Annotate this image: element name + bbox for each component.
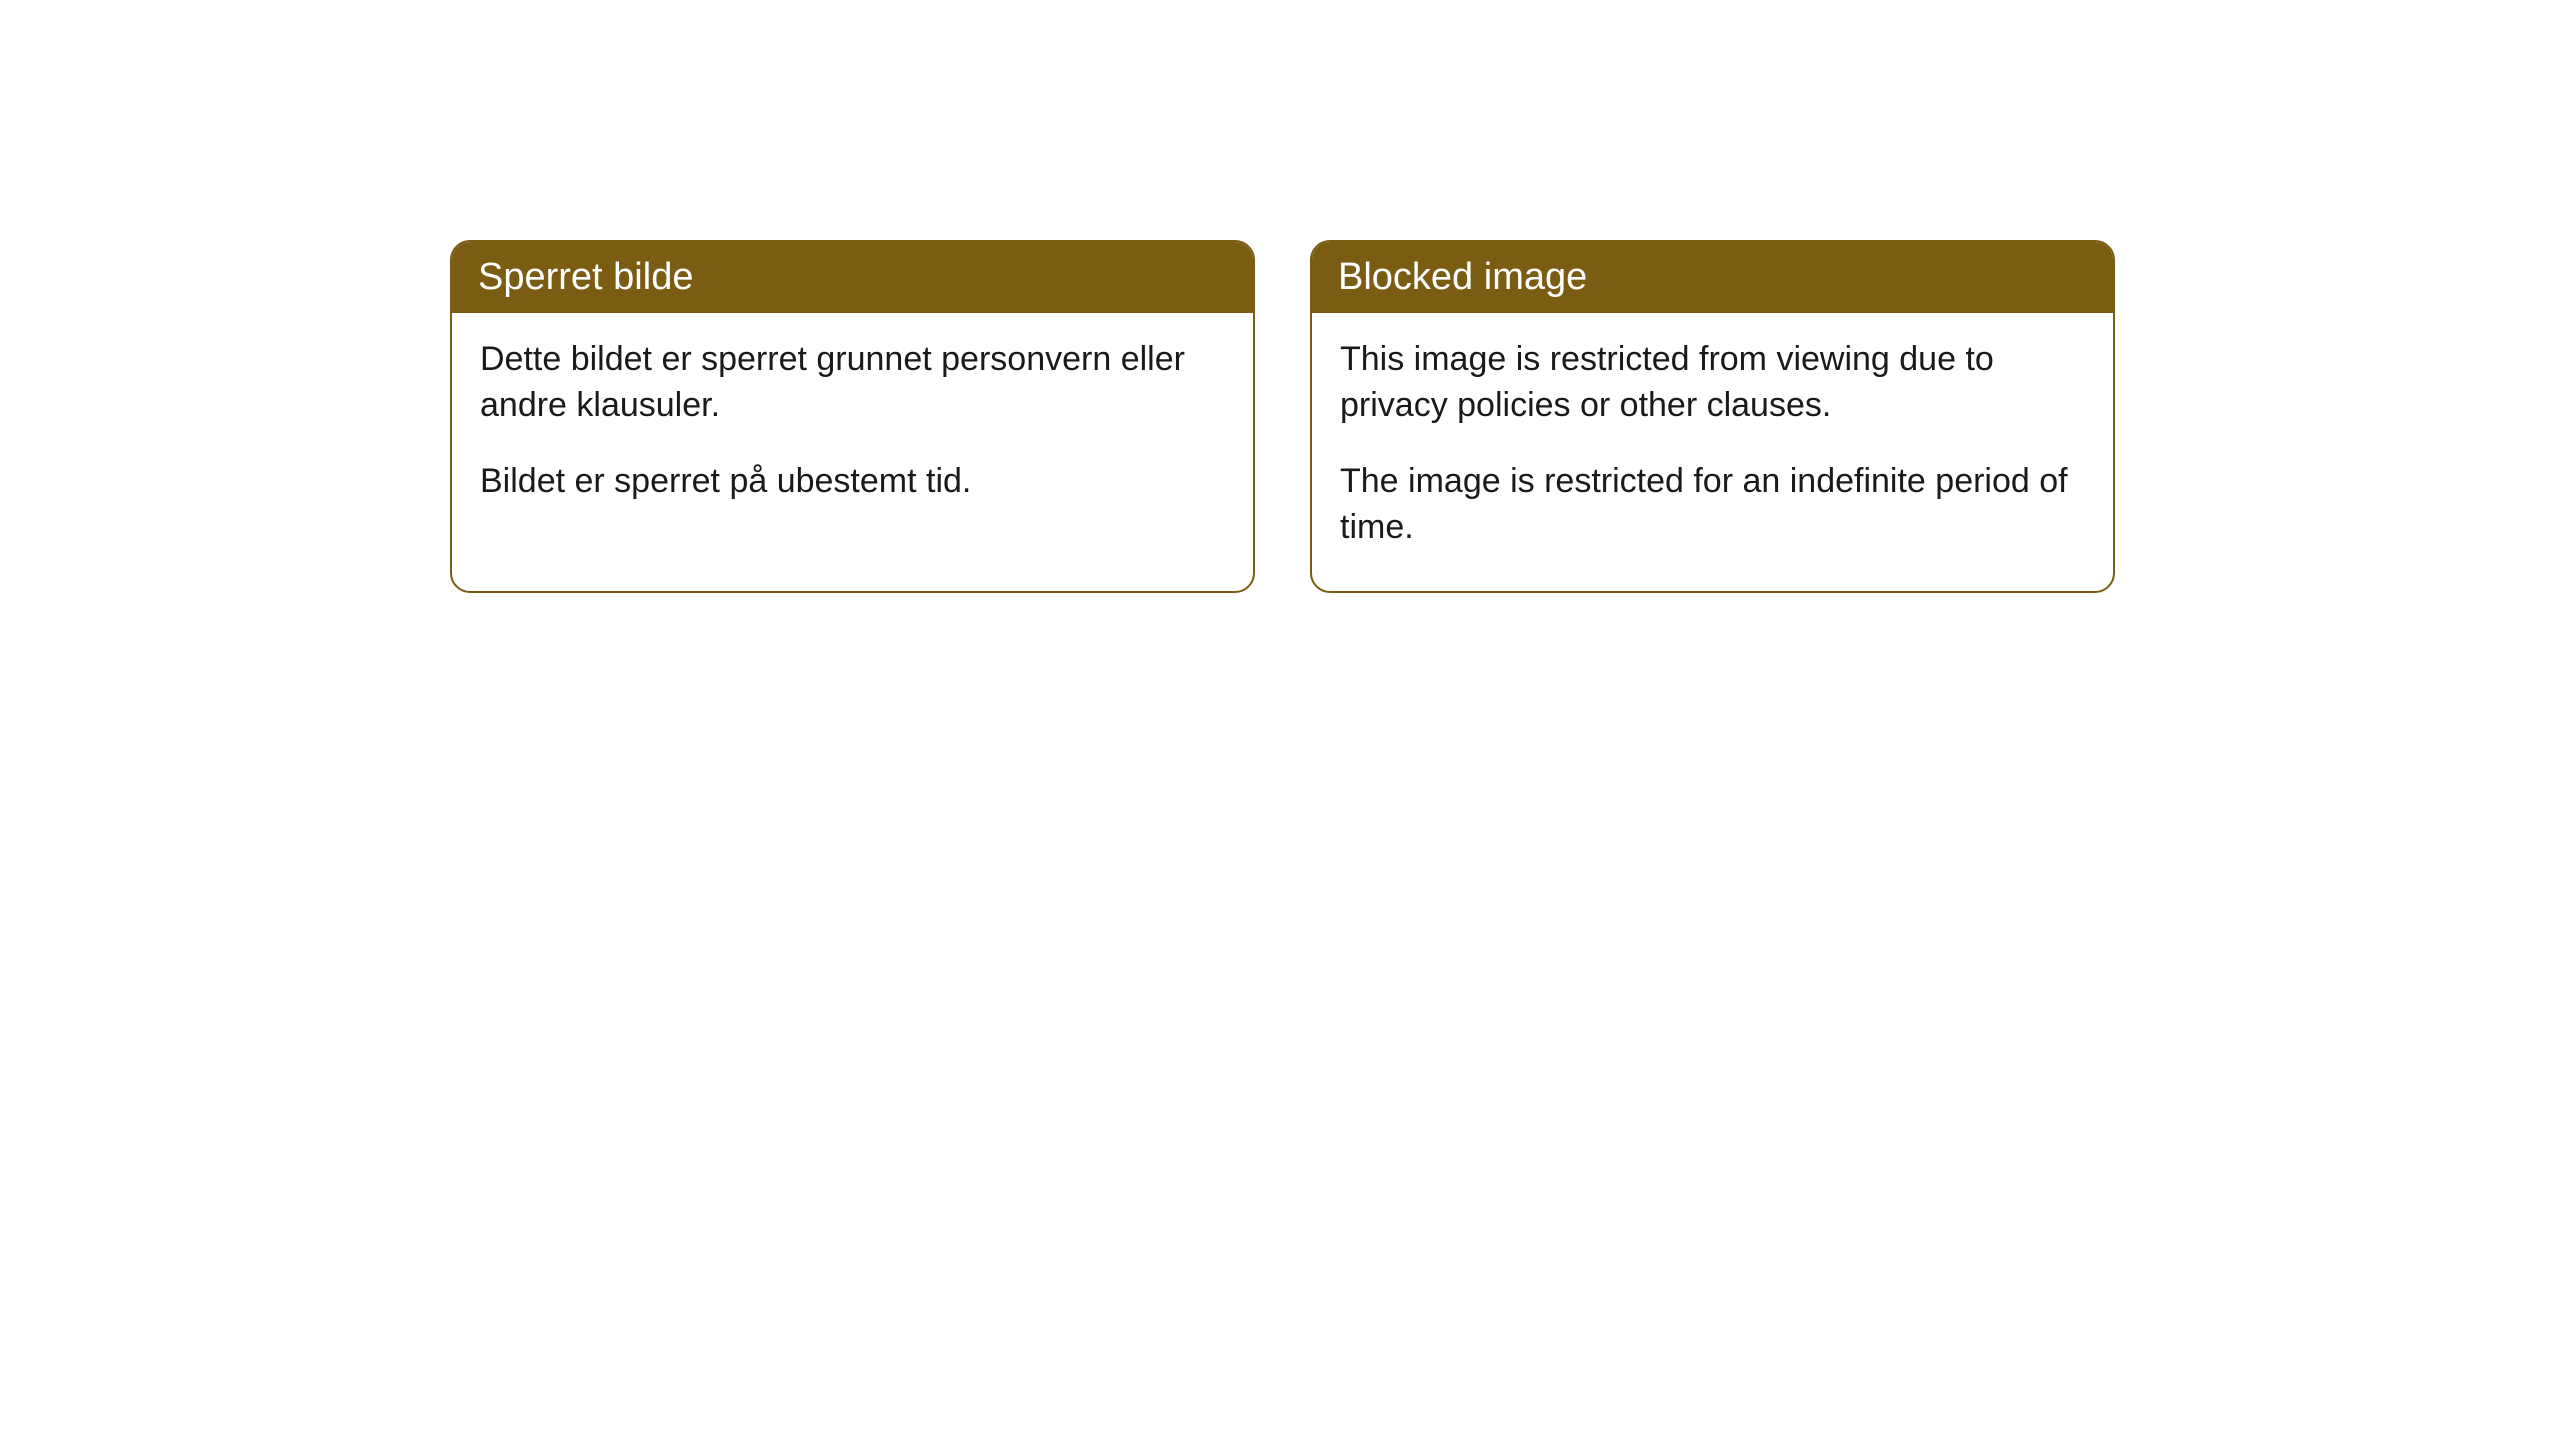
card-body: Dette bildet er sperret grunnet personve…: [452, 313, 1253, 545]
notice-paragraph-2: The image is restricted for an indefinit…: [1340, 459, 2085, 551]
card-header: Sperret bilde: [452, 242, 1253, 313]
card-body: This image is restricted from viewing du…: [1312, 313, 2113, 591]
notice-cards-container: Sperret bilde Dette bildet er sperret gr…: [450, 240, 2115, 593]
notice-paragraph-1: Dette bildet er sperret grunnet personve…: [480, 337, 1225, 429]
notice-card-english: Blocked image This image is restricted f…: [1310, 240, 2115, 593]
notice-card-norwegian: Sperret bilde Dette bildet er sperret gr…: [450, 240, 1255, 593]
notice-paragraph-2: Bildet er sperret på ubestemt tid.: [480, 459, 1225, 505]
card-header: Blocked image: [1312, 242, 2113, 313]
notice-paragraph-1: This image is restricted from viewing du…: [1340, 337, 2085, 429]
